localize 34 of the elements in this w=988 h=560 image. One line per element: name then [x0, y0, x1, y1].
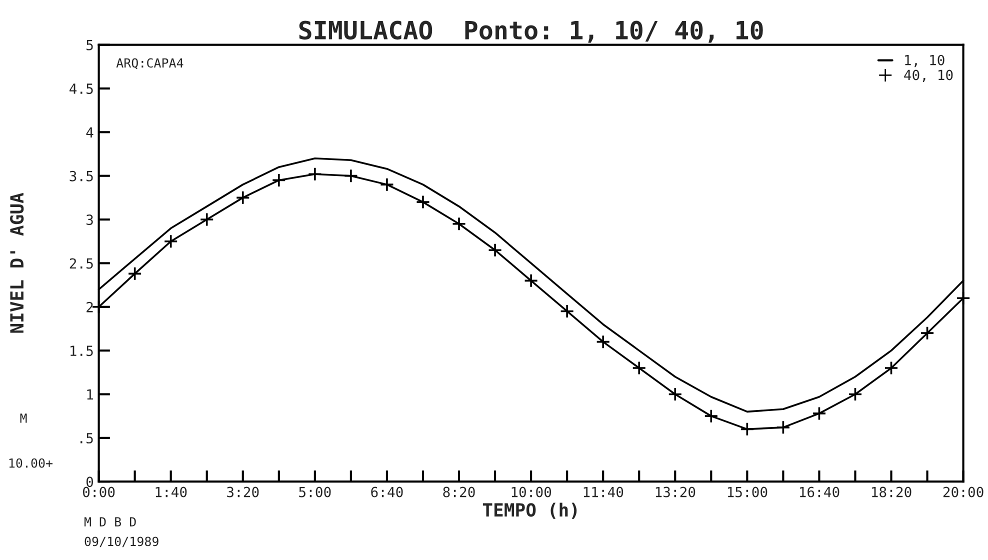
text: 10.00+ [9, 458, 53, 468]
y-tick-label: 3 [86, 214, 93, 226]
text: M [20, 414, 27, 423]
y-tick-label: 2.5 [70, 258, 93, 269]
x-tick-label: 16:40 [800, 486, 840, 498]
y-tick-label: 1.5 [70, 346, 93, 356]
y-tick-label: .5 [80, 433, 93, 444]
annotation: ARQ:CAPA4 [116, 58, 184, 70]
y-tick-label: 0 [86, 476, 94, 488]
x-tick-label: 8:20 [443, 486, 475, 498]
y-tick-label: 4.5 [70, 84, 93, 94]
x-tick-label: 20:00 [943, 486, 984, 498]
text: M D B D [84, 517, 136, 526]
x-tick-label: 6:40 [371, 486, 403, 498]
y-tick-label: 3.5 [70, 170, 93, 182]
y-tick-label: 1 [87, 389, 93, 400]
x-tick-label: 3:20 [227, 486, 259, 498]
y-tick-label: 2 [86, 302, 93, 312]
x-tick-label: 15:00 [728, 486, 768, 498]
legend-label: 1, 10 [905, 54, 944, 68]
x-tick-label: 11:40 [584, 486, 624, 498]
x-tick-label: 1:40 [156, 486, 187, 498]
x-tick-label: 5:00 [299, 486, 331, 498]
x-axis-title: TEMPO (h) [482, 502, 577, 519]
y-axis-title: NIVEL D' AGUA [10, 192, 24, 333]
text: 09/10/1989 [84, 536, 158, 548]
x-tick-label: 13:20 [656, 486, 696, 498]
x-tick-label: 18:20 [872, 486, 912, 498]
y-tick-label: 4 [86, 127, 94, 138]
y-tick-label: 5 [86, 40, 93, 50]
x-tick-label: 10:00 [512, 486, 552, 498]
legend-label: 40, 10 [904, 70, 953, 82]
x-tick-label: 0:00 [82, 486, 115, 498]
chart-title: SIMULACAO Ponto: 1, 10/ 40, 10 [299, 20, 763, 43]
